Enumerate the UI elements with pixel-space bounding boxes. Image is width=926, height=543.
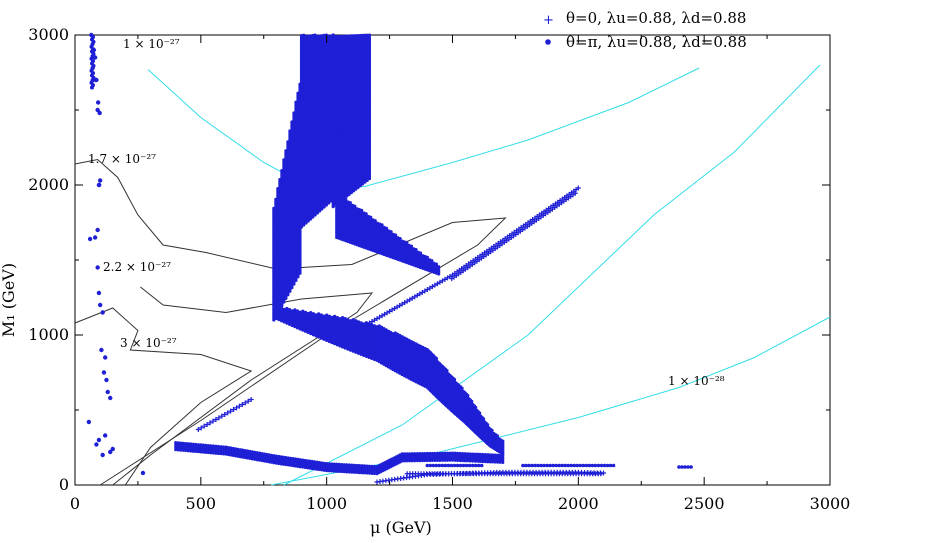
data-point [353,204,357,208]
data-point [369,215,373,219]
data-point [354,34,358,38]
data-point [351,34,356,38]
data-point [364,212,368,216]
data-point [298,82,302,86]
data-point [348,201,352,205]
data-point [409,244,414,248]
data-point [349,34,353,38]
data-point [333,34,338,39]
contour-line [283,64,821,486]
data-point [373,219,377,223]
points-layer [86,32,693,485]
data-point [360,208,364,213]
data-point [380,223,384,227]
data-point [344,197,348,201]
data-point [398,236,402,241]
data-point [331,33,335,37]
data-point [336,34,340,39]
data-point [394,233,398,237]
data-point [340,34,344,38]
contour-line [74,307,253,486]
data-point [367,33,372,37]
data-point [342,34,347,38]
data-point [339,194,343,198]
data-point [389,230,393,234]
data-point [384,226,389,230]
data-point [338,34,342,38]
data-point [335,190,339,195]
data-point [414,248,418,252]
contour-line [112,286,374,486]
data-point [347,34,351,38]
contour-line [147,67,700,191]
data-point [405,241,409,245]
data-point [345,34,349,38]
